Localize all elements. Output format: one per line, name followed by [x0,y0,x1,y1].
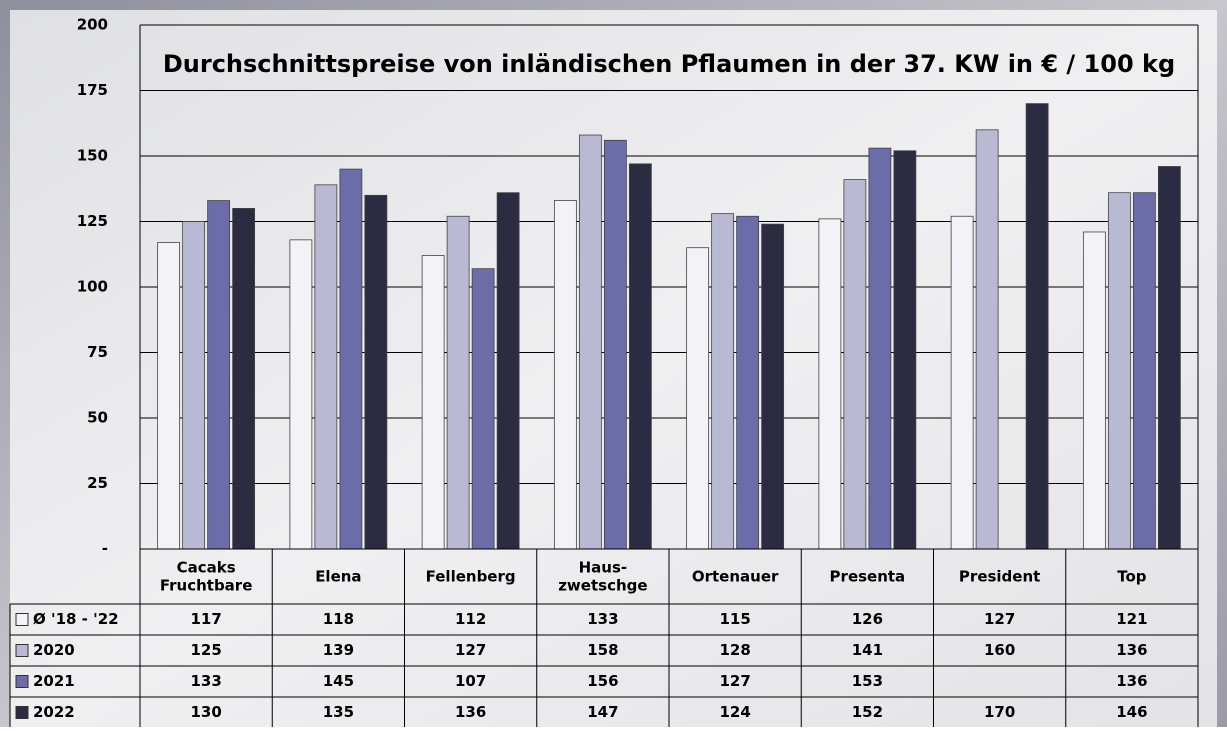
bar [711,213,735,550]
bar [603,139,627,550]
chart-title: Durchschnittspreise von inländischen Pfl… [163,50,1175,78]
legend-label: 2020 [33,641,75,659]
bar [496,192,520,550]
table-value: 147 [587,703,618,721]
bar [314,184,338,550]
table-value: 170 [984,703,1015,721]
y-tick-label: 100 [77,278,108,296]
table-value: 139 [323,641,354,659]
bar [843,179,867,550]
y-tick-label: 25 [87,474,108,492]
table-value: 133 [587,610,618,628]
bar [868,147,892,550]
legend-swatch [15,675,29,688]
table-value: 112 [455,610,486,628]
bar [289,239,313,550]
y-tick-label: 75 [87,343,108,361]
table-value: 152 [852,703,883,721]
bar [1107,192,1131,550]
table-value: 127 [455,641,486,659]
bar [686,247,710,550]
table-value: 153 [852,672,883,690]
x-category-label: Elena [315,567,361,585]
legend-swatch [15,706,29,719]
table-value: 145 [323,672,354,690]
bar [339,168,363,550]
table-value: 121 [1116,610,1147,628]
table-value: 141 [852,641,883,659]
bar [232,207,256,550]
bar [736,215,760,550]
table-value: 127 [719,672,750,690]
y-tick-label: 200 [77,16,108,34]
bar [553,200,577,550]
bar [157,242,181,550]
x-category-label: Ortenauer [692,567,779,585]
bar [182,221,206,550]
table-value: 115 [719,610,750,628]
y-tick-label: - [102,540,108,558]
bar [950,215,974,550]
y-tick-label: 125 [77,212,108,230]
bar [818,218,842,550]
table-value: 118 [323,610,354,628]
table-value: 117 [190,610,221,628]
bar [471,268,495,550]
table-value: 126 [852,610,883,628]
table-value: 146 [1116,703,1147,721]
legend-label: 2021 [33,672,75,690]
bar [446,215,470,550]
bar [578,134,602,550]
legend-swatch [15,644,29,657]
table-value: 128 [719,641,750,659]
table-value: 124 [719,703,750,721]
bar [1157,166,1181,550]
table-value: 135 [323,703,354,721]
bar [1025,103,1049,550]
x-category-label: Haus-zwetschge [558,558,647,594]
legend-swatch [15,613,29,626]
table-value: 107 [455,672,486,690]
table-value: 133 [190,672,221,690]
bar [1132,192,1156,550]
y-tick-label: 50 [87,409,108,427]
x-category-label: Presenta [830,567,906,585]
table-value: 130 [190,703,221,721]
bar [1082,231,1106,550]
table-value: 156 [587,672,618,690]
table-value: 136 [1116,641,1147,659]
table-value: 158 [587,641,618,659]
x-category-label: President [959,567,1040,585]
bar [421,255,445,550]
table-value: 125 [190,641,221,659]
bar [207,200,231,550]
legend-label: Ø '18 - '22 [33,610,119,628]
table-value: 136 [455,703,486,721]
bar [893,150,917,550]
y-tick-label: 175 [77,81,108,99]
x-category-label: Cacaks Fruchtbare [160,558,253,594]
legend-label: 2022 [33,703,75,721]
table-value: 136 [1116,672,1147,690]
table-value: 160 [984,641,1015,659]
bar [761,223,785,550]
bar [364,194,388,550]
y-tick-label: 150 [77,147,108,165]
x-category-label: Fellenberg [426,567,516,585]
table-value: 127 [984,610,1015,628]
x-category-label: Top [1117,567,1147,585]
bar [975,129,999,550]
bar [628,163,652,550]
